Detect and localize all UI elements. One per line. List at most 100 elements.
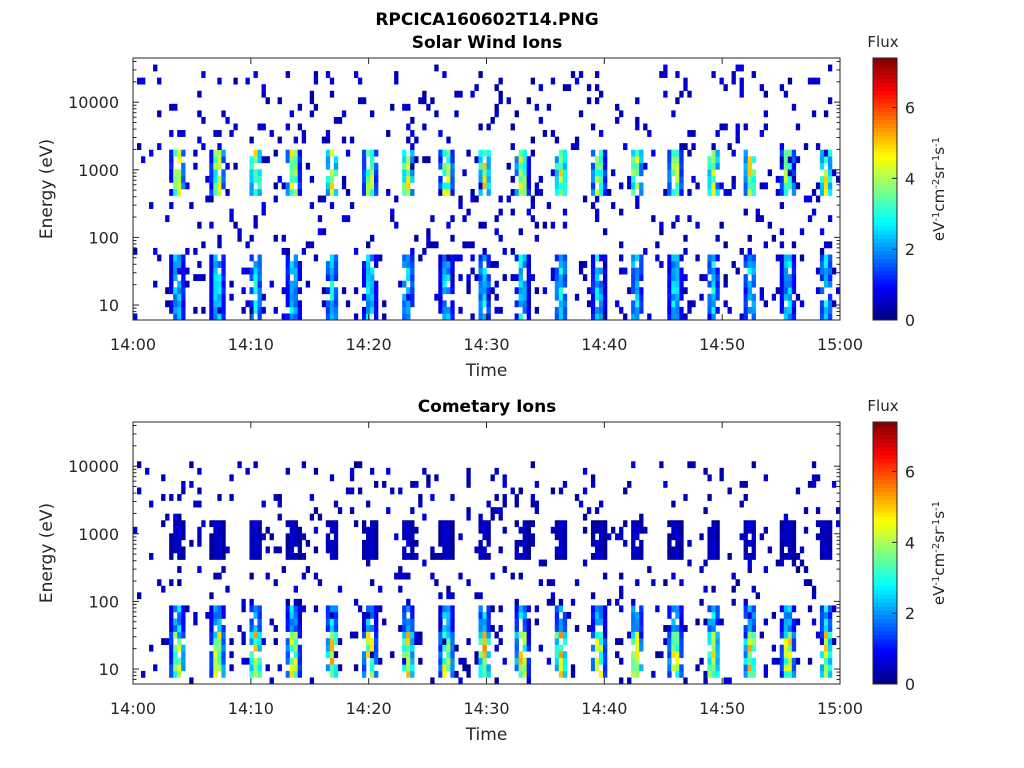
heatmap-cell [482,546,487,554]
colorbar-swatch [873,569,897,574]
heatmap-cell [285,657,290,665]
heatmap-cell [157,579,162,587]
heatmap-cell [602,267,608,275]
heatmap-cell [325,651,331,659]
heatmap-cell [293,651,298,659]
heatmap-cell [602,625,608,632]
heatmap-cell [526,254,531,262]
heatmap-cell [253,638,258,645]
heatmap-cell [715,254,720,262]
heatmap-cell [619,677,624,685]
heatmap-cell [562,306,568,314]
heatmap-cell [799,300,805,308]
heatmap-cell [526,638,531,645]
heatmap-cell [526,644,531,652]
heatmap-cell [442,274,447,281]
heatmap-cell [221,664,226,672]
heatmap-cell [209,189,214,196]
heatmap-cell [582,261,588,268]
heatmap-cell [261,533,266,541]
heatmap-cell [169,539,174,547]
heatmap-cell [635,533,640,541]
heatmap-cell [365,261,371,268]
heatmap-cell [602,631,608,639]
heatmap-cell [631,162,636,170]
heatmap-cell [289,110,294,118]
heatmap-cell [815,195,821,203]
heatmap-cell [715,189,720,196]
heatmap-cell [442,287,447,295]
heatmap-cell [329,638,335,645]
heatmap-cell [679,651,684,659]
heatmap-cell [406,123,411,131]
heatmap-cell [743,274,748,281]
heatmap-cell [486,293,491,301]
heatmap-cell [763,241,768,249]
heatmap-cell [293,175,298,183]
heatmap-cell [321,136,327,144]
heatmap-cell [353,598,359,606]
x-tick-label: 14:10 [228,335,274,354]
heatmap-cell [305,566,311,573]
heatmap-cell [554,611,560,619]
heatmap-cell [819,149,825,157]
heatmap-cell [711,664,716,672]
heatmap-cell [518,572,523,580]
heatmap-cell [819,520,825,528]
heatmap-cell [498,234,503,242]
heatmap-cell [795,657,801,665]
heatmap-cell [783,162,789,170]
heatmap-cell [289,618,294,626]
heatmap-cell [635,664,640,672]
heatmap-cell [253,670,258,678]
heatmap-cell [747,651,752,659]
heatmap-cell [486,149,491,157]
heatmap-cell [590,274,596,281]
heatmap-cell [269,677,274,685]
heatmap-cell [289,267,294,275]
heatmap-cell [137,77,142,85]
heatmap-cell [446,189,451,196]
heatmap-cell [269,280,274,288]
heatmap-cell [414,539,419,547]
heatmap-cell [562,539,568,547]
colorbar-swatch [873,467,897,472]
heatmap-cell [329,474,335,482]
heatmap-cell [747,287,752,295]
heatmap-cell [743,149,748,157]
heatmap-cell [779,526,785,534]
heatmap-cell [675,313,680,321]
heatmap-cell [177,306,182,314]
heatmap-cell [370,293,375,301]
heatmap-cell [667,287,672,295]
heatmap-cell [562,664,568,672]
heatmap-cell [229,293,234,301]
heatmap-cell [173,546,178,554]
heatmap-cell [245,267,250,275]
colorbar-swatch [873,90,897,96]
heatmap-cell [325,130,331,137]
heatmap-cell [590,287,596,295]
colorbar-swatch [873,111,897,116]
heatmap-cell [365,631,371,639]
heatmap-cell [361,306,367,314]
heatmap-cell [402,605,407,613]
heatmap-cell [518,267,523,275]
heatmap-cell [353,664,359,672]
heatmap-cell [442,300,447,308]
heatmap-cell [751,261,756,268]
heatmap-cell [293,625,298,632]
heatmap-cell [827,64,833,72]
heatmap-cell [245,241,250,249]
heatmap-cell [739,500,744,508]
heatmap-cell [293,169,298,177]
heatmap-cell [594,287,600,295]
heatmap-cell [374,306,379,314]
heatmap-cell [711,169,716,177]
heatmap-cell [265,572,270,580]
heatmap-cell [414,553,419,560]
heatmap-cell [325,644,331,652]
heatmap-cell [823,553,829,560]
heatmap-cell [667,644,672,652]
heatmap-cell [767,169,773,177]
